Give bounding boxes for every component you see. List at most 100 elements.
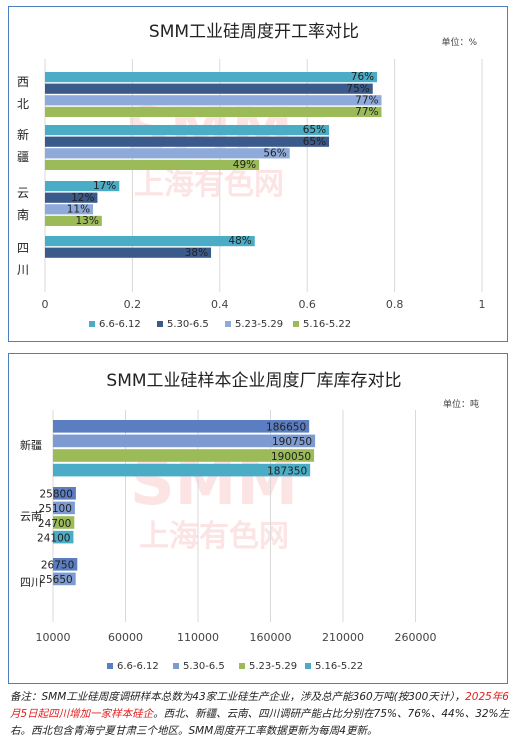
- data-label: 77%: [355, 94, 378, 106]
- bar: [53, 572, 76, 586]
- data-label: 56%: [263, 147, 286, 159]
- bar: [45, 204, 94, 215]
- category-label-char: 疆: [17, 150, 29, 164]
- footnote-highlight: 2025年6月5日起四川增加一家样本硅企: [10, 691, 509, 720]
- data-label: 25800: [40, 489, 73, 501]
- x-tick-label: 210000: [322, 631, 364, 644]
- footnote-text-1: 备注：SMM工业硅周度调研样本总数为43家工业硅生产企业，涉及总产能360万吨(…: [10, 691, 466, 703]
- data-label: 11%: [67, 203, 90, 215]
- x-tick-label: 0.8: [386, 298, 404, 311]
- x-tick-label: 260000: [395, 631, 437, 644]
- data-label: 190750: [272, 436, 312, 448]
- legend-label: 5.16-5.22: [315, 661, 363, 672]
- data-label: 186650: [266, 422, 306, 434]
- bar: [53, 516, 75, 529]
- category-label-char: 四: [17, 241, 29, 255]
- bar: [45, 95, 382, 106]
- footnote-text-2: 。西北、新疆、云南、四川调研产能占比分别在75%、76%、44%、32%左右。西…: [10, 708, 510, 737]
- data-label: 26750: [41, 560, 74, 572]
- data-label: 65%: [303, 136, 326, 148]
- category-label-char: 新: [17, 127, 29, 142]
- legend-label: 6.6-6.12: [99, 319, 141, 330]
- legend-label: 5.23-5.29: [249, 661, 297, 672]
- utilization-chart-panel: SMM上海有色网SMM工业硅周度开工率对比单位：%00.20.40.60.817…: [8, 6, 508, 342]
- x-tick-label: 160000: [250, 631, 292, 644]
- unit-label: 单位：%: [441, 36, 477, 48]
- data-label: 77%: [355, 106, 378, 118]
- bar: [53, 530, 74, 544]
- legend-label: 5.23-5.29: [235, 319, 283, 330]
- bar: [45, 83, 373, 94]
- data-label: 49%: [233, 159, 256, 171]
- data-label: 75%: [346, 83, 369, 95]
- utilization-chart: SMM上海有色网SMM工业硅周度开工率对比单位：%00.20.40.60.817…: [17, 22, 486, 330]
- category-label-char: 川: [17, 263, 29, 277]
- category-label: 四川: [20, 576, 42, 589]
- legend-swatch: [89, 321, 95, 327]
- bar: [45, 159, 260, 170]
- category-label: 新疆: [20, 438, 42, 452]
- data-label: 38%: [185, 247, 208, 259]
- category-label-char: 西: [17, 75, 29, 89]
- x-tick-label: 0.6: [298, 298, 316, 311]
- bar: [53, 487, 76, 500]
- legend-label: 5.16-5.22: [303, 319, 351, 330]
- bar: [45, 136, 330, 147]
- data-label: 48%: [228, 235, 251, 247]
- x-tick-label: 1: [479, 298, 486, 311]
- legend-swatch: [225, 321, 231, 327]
- legend-label: 5.30-6.5: [167, 319, 209, 330]
- unit-label: 单位：吨: [443, 398, 479, 410]
- data-label: 24700: [38, 518, 71, 530]
- footnote: 备注：SMM工业硅周度调研样本总数为43家工业硅生产企业，涉及总产能360万吨(…: [10, 689, 510, 740]
- data-label: 65%: [303, 124, 326, 136]
- bar: [53, 420, 310, 433]
- legend-label: 6.6-6.12: [117, 661, 159, 672]
- data-label: 25100: [38, 503, 71, 515]
- category-label-char: 云: [17, 186, 29, 200]
- legend-swatch: [157, 321, 163, 327]
- bar: [53, 501, 75, 515]
- bar: [45, 106, 382, 117]
- x-tick-label: 0.2: [124, 298, 142, 311]
- bar: [45, 247, 212, 258]
- watermark-text: 上海有色网: [134, 167, 284, 202]
- bar: [53, 558, 78, 571]
- x-tick-label: 110000: [177, 631, 219, 644]
- category-label-char: 北: [17, 97, 29, 111]
- bar: [45, 148, 290, 159]
- bar: [53, 434, 316, 448]
- legend-swatch: [107, 663, 113, 669]
- data-label: 76%: [351, 71, 374, 83]
- watermark-text: 上海有色网: [139, 519, 289, 554]
- chart-title: SMM工业硅样本企业周度厂库库存对比: [106, 371, 401, 391]
- chart-title: SMM工业硅周度开工率对比: [149, 22, 359, 42]
- bar: [45, 192, 98, 203]
- inventory-chart-panel: SMM 上海有色网 SMM工业硅样本企业周度厂库库存对比 单位：吨 10000 60000…: [8, 353, 508, 684]
- legend-swatch: [173, 663, 179, 669]
- data-label: 13%: [75, 215, 98, 227]
- bar: [45, 215, 102, 226]
- data-label: 187350: [267, 465, 307, 477]
- legend-label: 5.30-6.5: [183, 661, 225, 672]
- data-label: 17%: [93, 180, 116, 192]
- category-label-char: 南: [17, 207, 29, 222]
- bar: [45, 72, 378, 83]
- data-label: 24100: [37, 532, 70, 544]
- legend-swatch: [239, 663, 245, 669]
- bar: [45, 125, 330, 136]
- legend-swatch: [293, 321, 299, 327]
- bar: [45, 236, 255, 247]
- data-label: 190050: [271, 451, 311, 463]
- bar: [53, 449, 315, 462]
- x-tick-label: 10000: [36, 631, 71, 644]
- data-label: 25650: [39, 574, 72, 586]
- category-label: 云南: [20, 510, 42, 523]
- x-tick-label: 0.4: [211, 298, 229, 311]
- bar: [53, 463, 311, 477]
- x-tick-label: 60000: [108, 631, 143, 644]
- x-tick-label: 0: [42, 298, 49, 311]
- legend-swatch: [305, 663, 311, 669]
- bar: [45, 181, 120, 192]
